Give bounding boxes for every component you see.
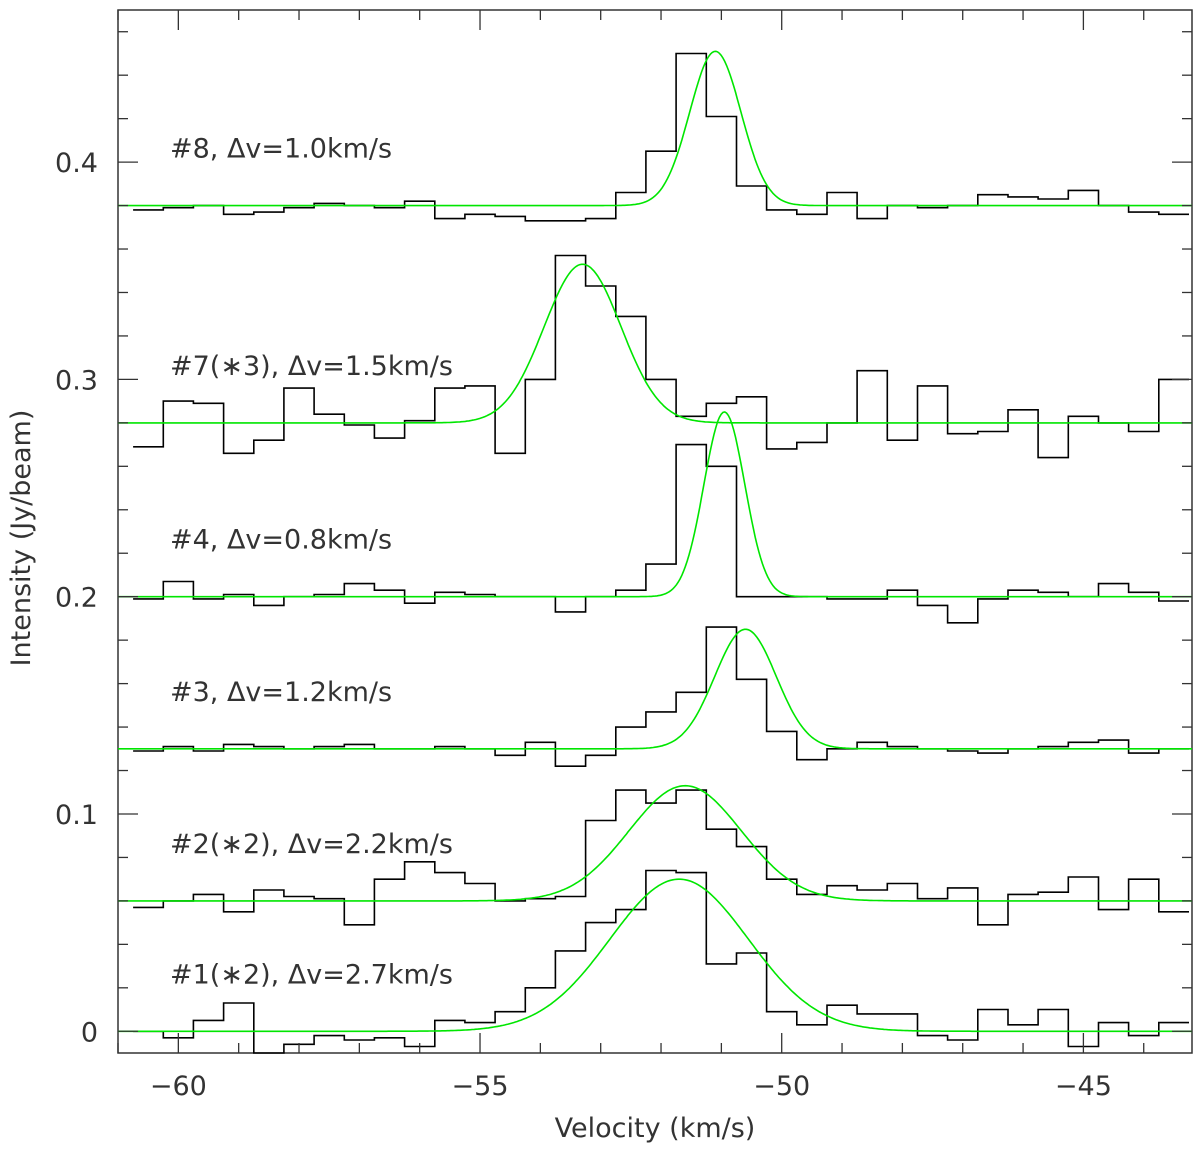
- spectrum-histogram: [133, 869, 1189, 1054]
- spectrum-label: #8, Δv=1.0km/s: [170, 134, 392, 165]
- plot-frame: [117, 9, 1193, 1054]
- spectrum-group: #7(∗3), Δv=1.5km/s: [118, 254, 1192, 459]
- x-tick-label: −55: [452, 1071, 509, 1102]
- gaussian-fit-line: [118, 878, 1192, 1033]
- y-axis-label: Intensity (Jy/beam): [6, 410, 37, 667]
- spectrum-group: #1(∗2), Δv=2.7km/s: [118, 869, 1192, 1054]
- gaussian-fit-line: [118, 50, 1192, 207]
- spectrum-label: #2(∗2), Δv=2.2km/s: [170, 829, 453, 860]
- spectrum-label: #3, Δv=1.2km/s: [170, 677, 392, 708]
- gaussian-fit-line: [118, 784, 1192, 902]
- y-tick-label: 0.4: [55, 148, 98, 179]
- tick-layer: −60 −55 −50 −45 0 0.1 0.2 0.3 0.4: [55, 10, 1192, 1102]
- spectrum-label: #4, Δv=0.8km/s: [170, 525, 392, 556]
- y-tick-label: 0.2: [55, 583, 98, 614]
- x-tick-label: −45: [1055, 1071, 1112, 1102]
- spectrum-group: #3, Δv=1.2km/s: [118, 626, 1192, 767]
- x-tick-label: −60: [150, 1071, 207, 1102]
- gaussian-fit-line: [118, 411, 1192, 598]
- series-layer: #8, Δv=1.0km/s #7(∗3), Δv=1.5km/s #4, Δv=0…: [118, 50, 1192, 1054]
- x-axis-label: Velocity (km/s): [555, 1113, 756, 1144]
- spectrum-group: #4, Δv=0.8km/s: [118, 411, 1192, 624]
- spectrum-group: #2(∗2), Δv=2.2km/s: [118, 784, 1192, 926]
- y-tick-label: 0.3: [55, 365, 98, 396]
- spectrum-histogram: [133, 254, 1189, 459]
- spectrum-histogram: [133, 789, 1189, 926]
- spectrum-label: #1(∗2), Δv=2.7km/s: [170, 959, 453, 990]
- y-tick-label: 0.1: [55, 800, 98, 831]
- gaussian-fit-line: [118, 628, 1192, 750]
- spectrum-group: #8, Δv=1.0km/s: [118, 50, 1192, 222]
- spectrum-label: #7(∗3), Δv=1.5km/s: [170, 351, 453, 382]
- gaussian-fit-line: [118, 263, 1192, 424]
- x-tick-label: −50: [753, 1071, 810, 1102]
- y-tick-label: 0: [81, 1017, 98, 1048]
